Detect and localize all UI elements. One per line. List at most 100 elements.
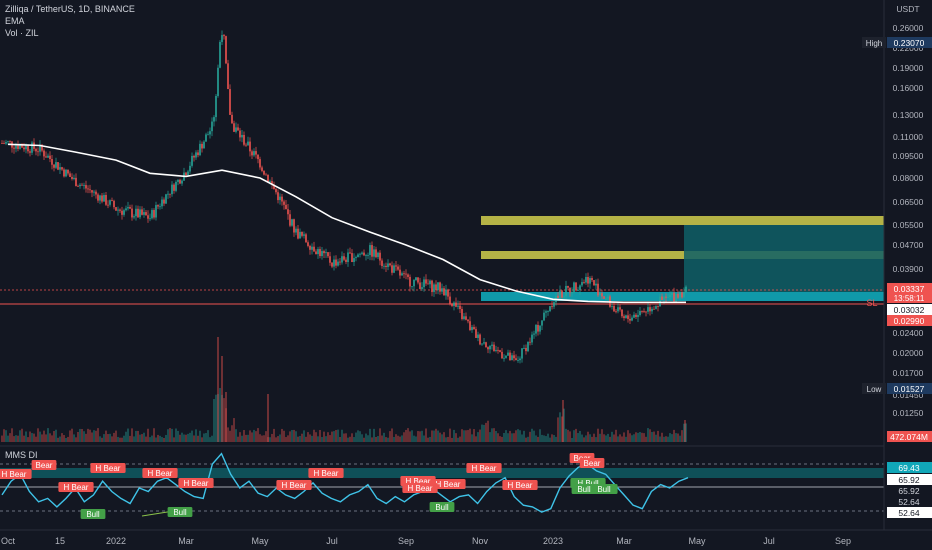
candle-body: [333, 259, 335, 267]
candle-body: [373, 249, 375, 257]
volume-bar: [675, 433, 677, 442]
volume-bar: [621, 436, 623, 442]
bear-signal-label: H Bear: [282, 481, 307, 490]
volume-bar: [501, 436, 503, 442]
volume-bar: [331, 431, 333, 442]
candle-body: [357, 254, 359, 258]
volume-bar: [461, 429, 463, 442]
candle-body: [655, 306, 657, 309]
volume-bar: [617, 436, 619, 442]
candle-body: [337, 261, 339, 266]
volume-bar: [197, 435, 199, 442]
price-tick-label: 0.02000: [893, 348, 924, 358]
price-tick-label: 0.11000: [893, 132, 923, 142]
candle-body: [415, 277, 417, 281]
volume-bar: [471, 434, 473, 442]
candle-body: [95, 191, 97, 195]
volume-bar: [71, 428, 73, 442]
ema-legend[interactable]: EMA: [5, 16, 25, 26]
volume-bar: [481, 424, 483, 442]
svg-text:0.03032: 0.03032: [894, 305, 925, 315]
volume-bar: [95, 430, 97, 442]
volume-bar: [469, 428, 471, 442]
volume-bar: [149, 437, 151, 442]
candle-body: [515, 358, 517, 361]
volume-badge: 472.074M: [887, 431, 932, 442]
volume-bar: [641, 432, 643, 442]
volume-bar: [685, 423, 687, 442]
svg-text:0.01527: 0.01527: [894, 384, 925, 394]
volume-bar: [587, 431, 589, 442]
candle-body: [405, 273, 407, 275]
volume-bar: [199, 430, 201, 442]
volume-bar: [361, 434, 363, 442]
symbol-title[interactable]: Zilliqa / TetherUS, 1D, BINANCE: [5, 4, 135, 14]
candle-body: [545, 311, 547, 313]
volume-bar: [195, 429, 197, 442]
candle-body: [315, 251, 317, 255]
volume-legend[interactable]: Vol · ZIL: [5, 28, 39, 38]
volume-bar: [369, 428, 371, 442]
volume-bar: [303, 430, 305, 442]
price-tick-label: 0.26000: [893, 23, 924, 33]
candle-body: [375, 249, 377, 258]
volume-bar: [59, 436, 61, 442]
volume-bar: [295, 431, 297, 442]
volume-bar: [465, 430, 467, 442]
bear-signal-tag: [430, 479, 466, 489]
volume-bar: [485, 422, 487, 442]
volume-bar: [37, 428, 39, 442]
target-zone-2: [481, 216, 884, 225]
candle-body: [461, 308, 463, 320]
bear-signal-tag: [0, 469, 32, 479]
volume-bar: [661, 432, 663, 442]
volume-bar: [39, 431, 41, 442]
candle-body: [529, 341, 531, 343]
candle-body: [307, 242, 309, 246]
volume-bar: [475, 436, 477, 442]
candle-body: [297, 228, 299, 239]
candle-body: [147, 215, 149, 219]
volume-bar: [103, 434, 105, 442]
volume-bar: [663, 436, 665, 442]
candle-body: [169, 193, 171, 195]
candle-body: [145, 212, 147, 216]
volume-bar: [373, 428, 375, 442]
candle-body: [289, 214, 291, 226]
candle-body: [243, 134, 245, 145]
candle-body: [165, 194, 167, 204]
candle-body: [571, 292, 573, 294]
candle-body: [259, 159, 261, 168]
candle-body: [581, 282, 583, 286]
candle-body: [299, 231, 301, 239]
candle-body: [49, 155, 51, 160]
candle-body: [383, 265, 385, 267]
volume-bar: [159, 435, 161, 442]
volume-bar: [191, 430, 193, 442]
candle-body: [563, 296, 565, 298]
bear-signal-label: H Bear: [406, 477, 431, 486]
volume-bar: [355, 432, 357, 442]
volume-bar: [167, 429, 169, 442]
volume-bar: [173, 437, 175, 442]
candle-body: [219, 41, 221, 68]
candle-body: [139, 209, 141, 218]
volume-bar: [585, 435, 587, 442]
candle-body: [345, 259, 347, 263]
bear-signal-label: H Bear: [148, 469, 173, 478]
oscillator-legend[interactable]: MMS DI: [5, 450, 38, 460]
volume-bar: [615, 429, 617, 442]
bull-signal-label: H Bull: [577, 479, 599, 488]
volume-bar: [423, 435, 425, 442]
candle-body: [487, 347, 489, 350]
volume-bar: [75, 437, 77, 442]
volume-bar: [563, 408, 565, 442]
candle-body: [335, 259, 337, 266]
volume-bar: [684, 420, 686, 442]
bear-signal-label: H Bear: [96, 464, 121, 473]
candle-body: [271, 181, 273, 185]
candle-body: [15, 145, 17, 149]
candle-body: [433, 284, 435, 293]
volume-bar: [561, 416, 563, 442]
